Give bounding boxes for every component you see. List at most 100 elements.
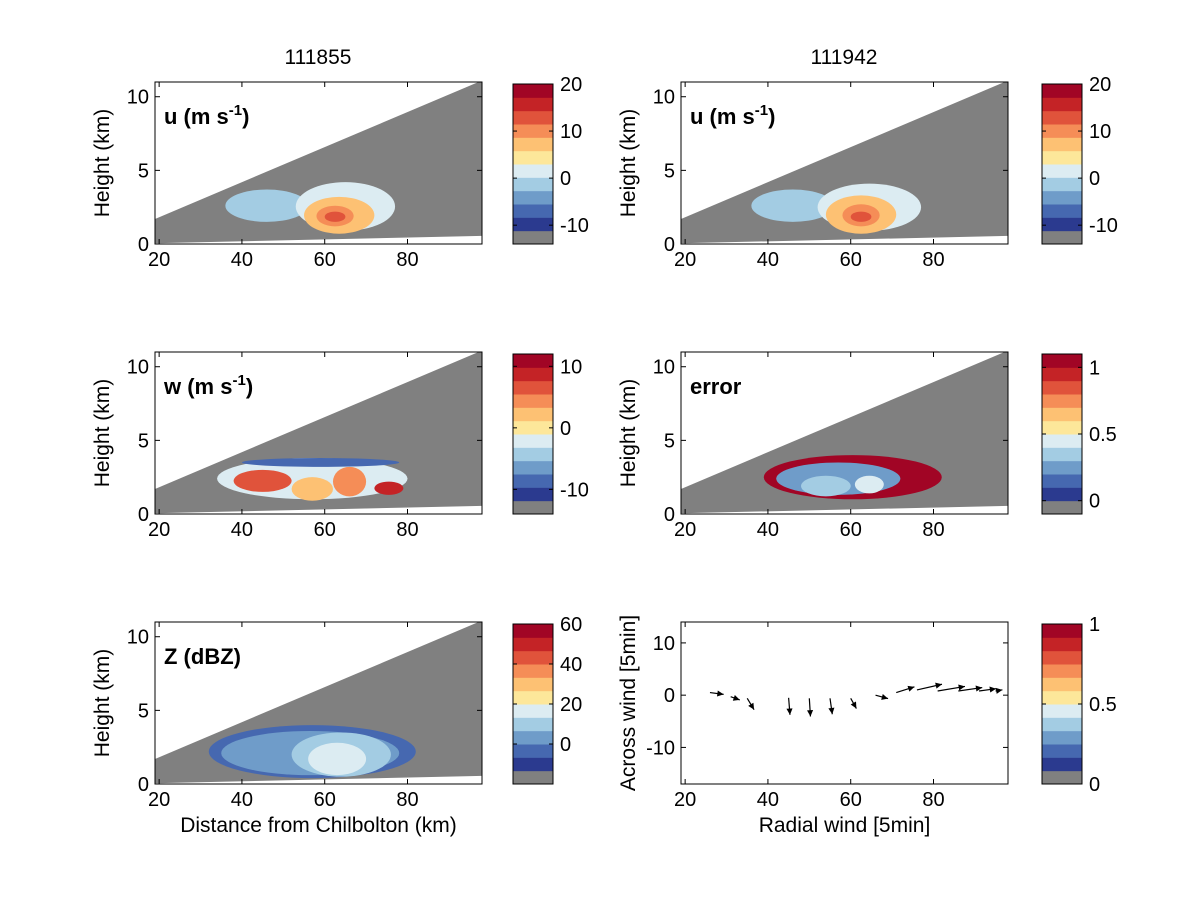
variable-label-text: error	[690, 374, 742, 399]
colorbar-segment	[1042, 637, 1082, 652]
colorbar-segment	[1042, 730, 1082, 745]
x-tick-label: 60	[840, 519, 862, 541]
column-title-left: 111855	[285, 46, 352, 69]
colorbar-segment	[513, 624, 553, 638]
x-tick-label: 60	[314, 789, 336, 811]
colorbar-segment	[513, 704, 553, 718]
colorbar-segment	[513, 190, 553, 205]
colorbar-segment	[1042, 650, 1082, 665]
colorbar-segment	[1042, 624, 1082, 638]
variable-label-exponent: -1	[755, 102, 768, 119]
axes-frame	[680, 621, 1009, 785]
arrow-head	[732, 694, 740, 701]
arrow-head	[958, 684, 965, 691]
colorbar-segment	[1042, 474, 1082, 488]
colorbar-tick-label: 0.5	[1089, 424, 1117, 446]
y-tick-label: 10	[127, 357, 149, 379]
colorbar-segment	[513, 137, 553, 152]
colorbar-frame	[512, 353, 554, 515]
y-tick-label: 5	[664, 430, 675, 452]
colorbar-tick-label: 1	[1089, 357, 1100, 379]
colorbar-segment	[1042, 164, 1082, 178]
wind-arrow	[746, 697, 755, 710]
colorbar-segment	[513, 487, 553, 502]
colorbar-segment	[1042, 84, 1082, 98]
y-tick-label: 5	[138, 430, 149, 452]
variable-label-tail: )	[246, 374, 253, 399]
colorbar-segment	[1042, 500, 1082, 515]
y-tick-label: 0	[664, 234, 675, 256]
x-tick-label: 20	[148, 789, 170, 811]
panel-w-111855: 20 40 60 80 0 5 10 Height (km) w (m s-1) 10 0 -10	[91, 351, 589, 541]
colorbar-segment	[1042, 217, 1082, 232]
colorbar-segment	[1042, 124, 1082, 138]
y-tick-label: 0	[138, 504, 149, 526]
colorbar-frame	[512, 83, 554, 245]
x-tick-label: 80	[396, 789, 418, 811]
colorbar-segment	[1042, 177, 1082, 192]
colorbar-segment	[1042, 757, 1082, 772]
wind-arrow	[850, 698, 857, 709]
variable-label-text: w (m s	[163, 374, 232, 399]
panel-z-111855: 20 40 60 80 0 5 10 Height (km) Distance from Chi…	[91, 614, 582, 837]
data-region	[233, 469, 292, 492]
y-tick-label: 10	[127, 627, 149, 649]
colorbar-segment	[1042, 420, 1082, 435]
wind-arrow	[937, 684, 966, 692]
colorbar-tick-label: 1	[1089, 614, 1100, 636]
arrow-head	[989, 686, 997, 693]
colorbar-segment	[1042, 487, 1082, 502]
x-tick-label: 40	[231, 519, 253, 541]
x-tick-label: 80	[922, 519, 944, 541]
colorbar-segment	[513, 230, 553, 245]
colorbar-tick-label: 0	[1089, 774, 1100, 796]
colorbar-segment	[1042, 230, 1082, 245]
colorbar-segment	[1042, 150, 1082, 165]
data-region	[374, 481, 404, 495]
arrow-head	[748, 702, 755, 710]
x-tick-label: 60	[314, 249, 336, 271]
axes-frame	[680, 81, 1009, 245]
x-tick-label: 40	[231, 789, 253, 811]
data-region	[751, 189, 835, 222]
colorbar-segment	[513, 420, 553, 435]
y-tick-label: 5	[138, 700, 149, 722]
colorbar-segment	[513, 367, 553, 382]
wind-arrow	[807, 698, 814, 717]
variable-label-text: Z (dBZ)	[164, 644, 241, 669]
axes-frame	[154, 351, 483, 515]
variable-label-tail: )	[242, 104, 249, 129]
x-axis-label: Radial wind [5min]	[759, 814, 931, 837]
colorbar-segment	[1042, 704, 1082, 718]
y-tick-label: 0	[664, 504, 675, 526]
y-axis-label: Across wind [5min]	[617, 615, 640, 791]
variable-label-tail: )	[768, 104, 775, 129]
y-axis-label: Height (km)	[91, 109, 114, 218]
colorbar-segment	[1042, 434, 1082, 448]
y-axis-label: Height (km)	[91, 379, 114, 488]
y-tick-label: -10	[646, 737, 675, 759]
colorbar-segment	[513, 434, 553, 448]
colorbar-segment	[1042, 770, 1082, 785]
wind-arrow	[916, 682, 943, 691]
colorbar-segment	[1042, 677, 1082, 692]
x-tick-label: 40	[757, 249, 779, 271]
data-region	[332, 466, 367, 497]
data-region	[225, 189, 309, 222]
colorbar-segment	[513, 177, 553, 192]
arrow-head	[786, 708, 793, 715]
x-axis-label: Distance from Chilbolton (km)	[180, 814, 457, 837]
x-tick-label: 60	[840, 789, 862, 811]
y-tick-label: 5	[664, 160, 675, 182]
variable-label-exponent: -1	[229, 102, 242, 119]
y-tick-label: 10	[653, 357, 675, 379]
arrow-head	[907, 685, 915, 692]
x-tick-label: 80	[922, 789, 944, 811]
arrow-head	[975, 685, 983, 692]
axes-frame	[680, 351, 1009, 515]
arrow-head	[807, 710, 814, 717]
colorbar-segment	[513, 757, 553, 772]
x-tick-label: 80	[922, 249, 944, 271]
